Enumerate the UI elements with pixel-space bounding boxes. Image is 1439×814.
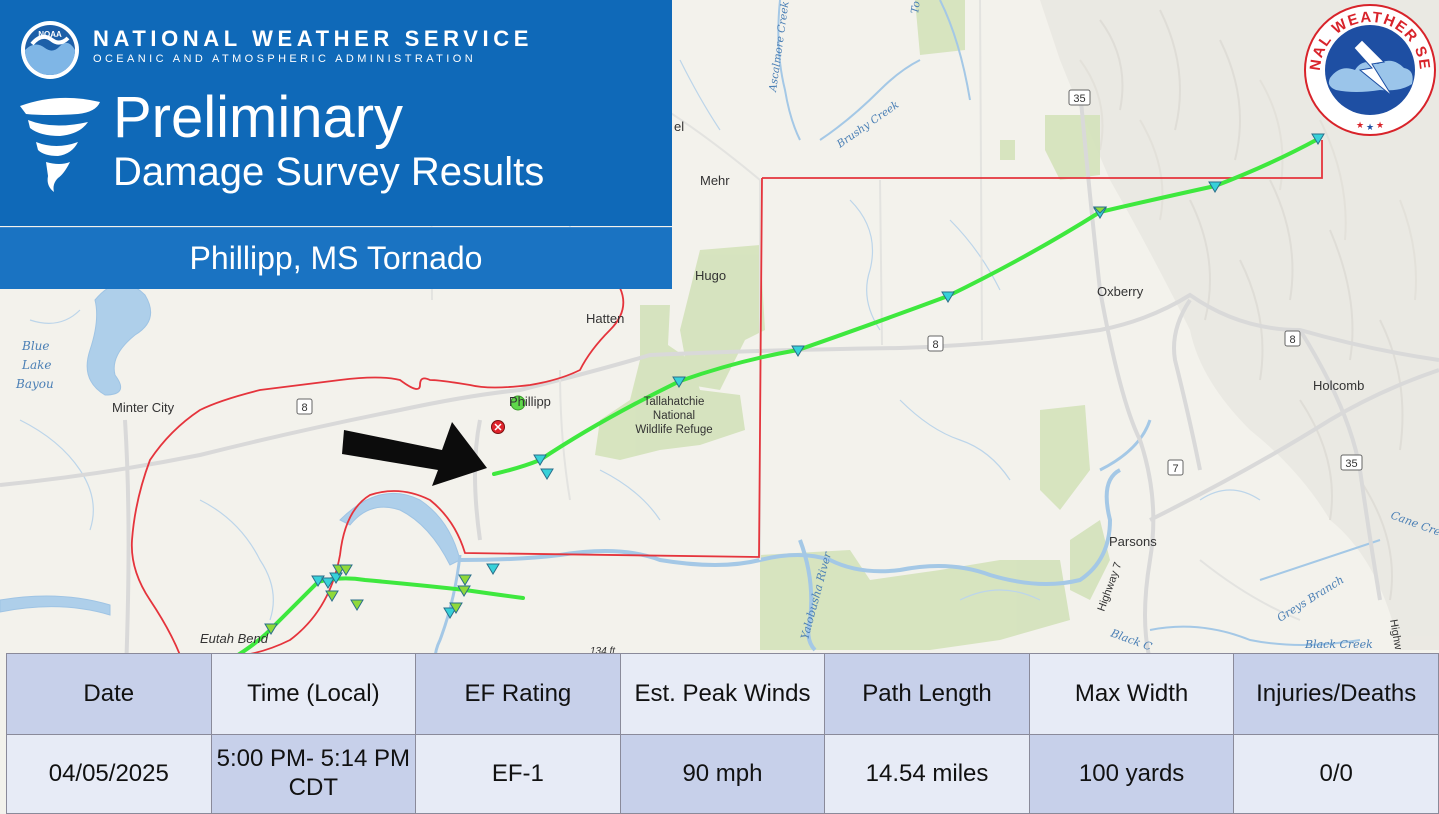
hwy-shield: 7 [1167, 459, 1184, 476]
svg-text:★: ★ [1376, 120, 1384, 130]
water-label: To [909, 0, 923, 14]
survey-summary-table: Date Time (Local) EF Rating Est. Peak Wi… [6, 653, 1439, 814]
damage-marker [325, 590, 339, 602]
svg-text:★: ★ [1356, 120, 1364, 130]
agency-name: NATIONAL WEATHER SERVICE [93, 26, 534, 51]
title-primary: Preliminary [113, 85, 404, 150]
event-title: Phillipp, MS Tornado [0, 227, 672, 289]
header-time: Time (Local) [210, 653, 417, 735]
place-label: Oxberry [1097, 284, 1144, 299]
damage-marker [1092, 206, 1108, 214]
header-path-length: Path Length [824, 653, 1030, 735]
rivers-streams [433, 0, 1381, 681]
svg-text:8: 8 [301, 402, 307, 414]
damage-marker [1208, 181, 1222, 193]
place-label: Phillipp [509, 394, 551, 409]
svg-text:8: 8 [1289, 334, 1295, 346]
liftoff-marker [491, 420, 505, 434]
hwy-shield: 8 [1284, 330, 1301, 347]
refuge-label: National [653, 410, 695, 422]
svg-text:8: 8 [932, 339, 938, 351]
place-label: Eutah Bend [200, 631, 269, 646]
svg-text:★: ★ [1366, 122, 1374, 132]
table-value-row: 04/05/2025 5:00 PM- 5:14 PM CDT EF-1 90 … [6, 734, 1439, 814]
elevation-label: 134 ft [590, 646, 616, 657]
water-label: Blue [21, 339, 50, 353]
county-boundary [130, 140, 1323, 659]
agency-subtitle: OCEANIC AND ATMOSPHERIC ADMINISTRATION [93, 53, 477, 65]
damage-marker [672, 376, 686, 388]
damage-marker [264, 623, 278, 635]
value-path-length: 14.54 miles [824, 734, 1030, 814]
hwy-shield: 35 [1340, 454, 1363, 471]
place-label: Hatten [586, 311, 624, 326]
value-peak-winds: 90 mph [619, 734, 826, 814]
damage-marker [486, 563, 500, 575]
damage-marker [533, 454, 547, 466]
damage-marker [449, 602, 463, 614]
header-peak-winds: Est. Peak Winds [619, 653, 826, 735]
damage-marker [791, 345, 805, 357]
place-label: Holcomb [1313, 378, 1364, 393]
place-labels: Minter City Phillipp Hatten Hugo Mehr Ox… [112, 119, 1364, 657]
minor-streams [19, 59, 1261, 621]
place-label: Mehr [700, 173, 730, 188]
touchdown-point [510, 395, 526, 411]
tornado-icon [20, 97, 100, 192]
damage-marker [540, 468, 554, 480]
value-max-width: 100 yards [1028, 734, 1235, 814]
svg-text:35: 35 [1073, 93, 1085, 105]
value-ef-rating: EF-1 [415, 734, 621, 814]
damage-marker [1311, 133, 1325, 145]
title-secondary: Damage Survey Results [113, 150, 545, 194]
header-date: Date [6, 653, 212, 735]
damage-point-markers [264, 133, 1325, 635]
road-label: Highw [1387, 618, 1404, 650]
hwy-shield: 8 [296, 398, 313, 415]
damage-marker [339, 564, 353, 576]
header-ef-rating: EF Rating [415, 653, 621, 735]
value-date: 04/05/2025 [6, 734, 212, 814]
damage-marker [321, 577, 335, 589]
header-injuries-deaths: Injuries/Deaths [1233, 653, 1439, 735]
main-tornado-track [492, 137, 1320, 476]
header-panel: NOAA NATIONAL WEATHER SERVICE OCEANIC AN… [0, 0, 672, 226]
pointer-arrow [342, 422, 487, 486]
hwy-shield: 8 [927, 335, 944, 352]
refuge-label: Wildlife Refuge [635, 424, 712, 436]
damage-marker [443, 607, 457, 619]
water-label: Lake [21, 358, 52, 372]
place-label: Minter City [112, 400, 175, 415]
terrain-shading [1040, 0, 1439, 650]
highway-shields: 8 8 8 35 35 7 [296, 89, 1363, 476]
damage-marker [311, 575, 325, 587]
water-label: Bayou [15, 377, 54, 391]
damage-marker [941, 291, 955, 303]
damage-marker [350, 599, 364, 611]
svg-text:7: 7 [1172, 463, 1178, 475]
table-header-row: Date Time (Local) EF Rating Est. Peak Wi… [6, 653, 1439, 735]
place-label: el [674, 119, 684, 134]
svg-text:35: 35 [1345, 458, 1357, 470]
damage-marker [457, 585, 471, 597]
damage-marker [458, 574, 472, 586]
hwy-shield: 35 [1068, 89, 1091, 106]
value-injuries-deaths: 0/0 [1233, 734, 1439, 814]
noaa-logo: NOAA [21, 21, 79, 79]
refuge-label: Tallahatchie [644, 396, 705, 408]
header-max-width: Max Width [1028, 653, 1235, 735]
svg-text:NOAA: NOAA [38, 30, 62, 39]
place-label: Parsons [1109, 534, 1157, 549]
water-label: Black Creek [1304, 638, 1373, 651]
nws-logo: NATIONAL WEATHER SERVICE ★ ★ ★ [1300, 0, 1436, 136]
place-label: Hugo [695, 268, 726, 283]
value-time: 5:00 PM- 5:14 PM CDT [210, 734, 417, 814]
